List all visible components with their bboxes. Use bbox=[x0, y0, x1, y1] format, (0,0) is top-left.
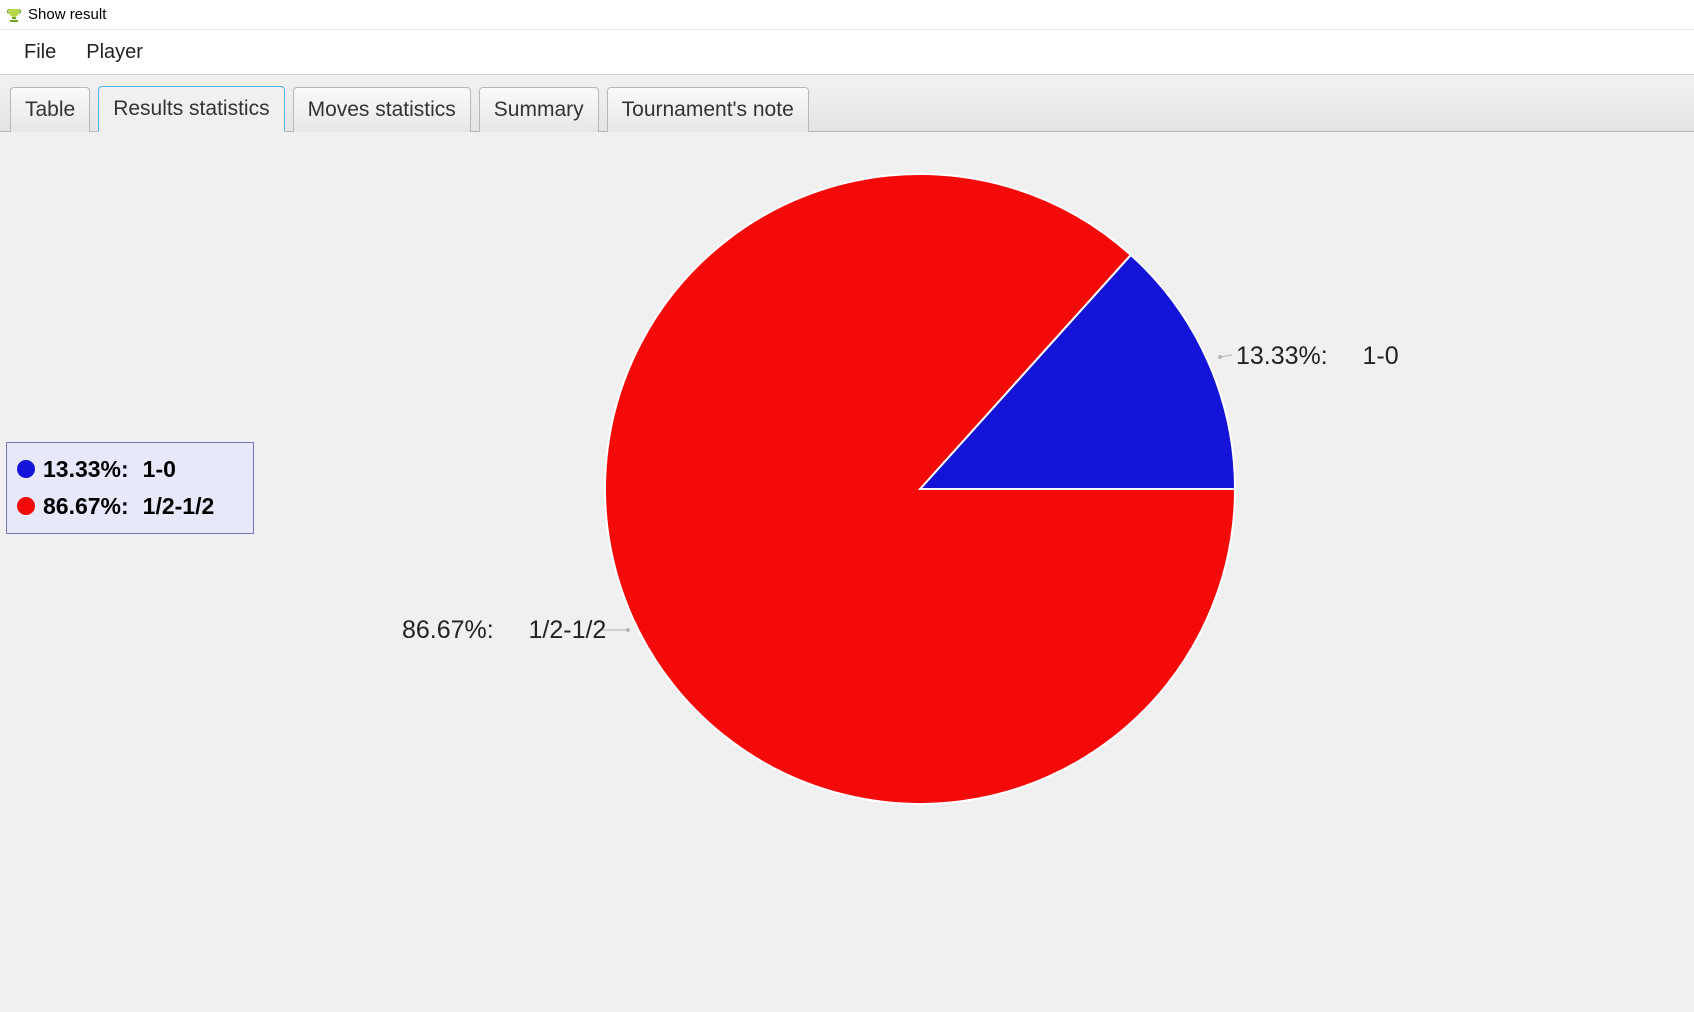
slice-callout-1: 86.67%: 1/2-1/2 bbox=[402, 616, 606, 645]
menu-bar: File Player bbox=[0, 30, 1694, 74]
leader-dot bbox=[1218, 355, 1222, 359]
slice-callout-0-percent: 13.33%: bbox=[1236, 342, 1328, 370]
pie-chart bbox=[0, 132, 1694, 1012]
window-title: Show result bbox=[28, 6, 106, 23]
tab-moves-statistics[interactable]: Moves statistics bbox=[293, 87, 471, 132]
slice-callout-0: 13.33%: 1-0 bbox=[1236, 342, 1399, 371]
menu-player[interactable]: Player bbox=[86, 41, 143, 64]
tab-tournament-note[interactable]: Tournament's note bbox=[607, 87, 809, 132]
leader-dot bbox=[626, 628, 630, 632]
tab-table[interactable]: Table bbox=[10, 87, 90, 132]
menu-file[interactable]: File bbox=[24, 41, 56, 64]
tab-strip: Table Results statistics Moves statistic… bbox=[0, 74, 1694, 132]
trophy-icon bbox=[6, 7, 22, 23]
window-root: Show result File Player Table Results st… bbox=[0, 0, 1694, 1012]
content-area: 13.33%: 1-0 86.67%: 1/2-1/2 13.33%: 1-0 … bbox=[0, 132, 1694, 1012]
slice-callout-1-percent: 86.67%: bbox=[402, 616, 494, 644]
slice-callout-1-result: 1/2-1/2 bbox=[528, 616, 606, 644]
tab-summary[interactable]: Summary bbox=[479, 87, 599, 132]
slice-callout-0-result: 1-0 bbox=[1362, 342, 1398, 370]
tab-results-statistics[interactable]: Results statistics bbox=[98, 86, 284, 132]
title-bar: Show result bbox=[0, 0, 1694, 30]
